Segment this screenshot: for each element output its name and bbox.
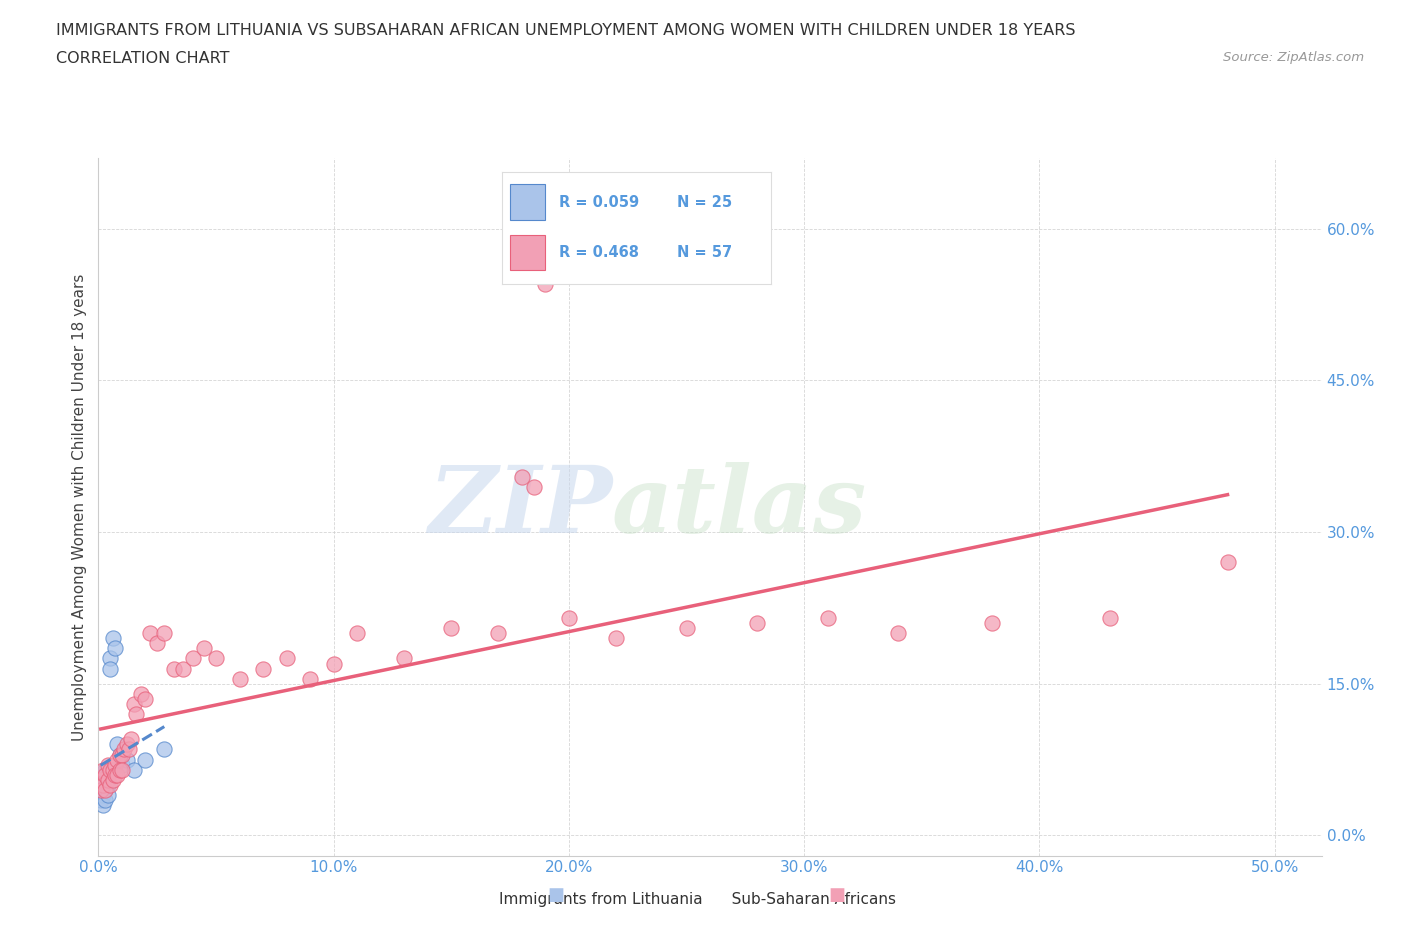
Point bbox=[510, 469, 533, 484]
Point bbox=[486, 626, 509, 641]
Point bbox=[981, 616, 1004, 631]
Point bbox=[1216, 555, 1239, 570]
Point bbox=[108, 747, 131, 762]
Point bbox=[146, 636, 169, 651]
Point bbox=[122, 763, 145, 777]
Point bbox=[181, 651, 204, 666]
Text: atlas: atlas bbox=[612, 462, 868, 551]
Point bbox=[534, 277, 557, 292]
Point bbox=[887, 626, 910, 641]
Text: Sub-Saharan Africans: Sub-Saharan Africans bbox=[717, 892, 896, 907]
Point bbox=[153, 626, 176, 641]
Point bbox=[108, 763, 131, 777]
Point bbox=[91, 763, 114, 777]
Point bbox=[94, 782, 117, 797]
Point bbox=[817, 611, 839, 626]
Point bbox=[112, 742, 135, 757]
Point bbox=[104, 757, 127, 772]
Point bbox=[523, 479, 546, 494]
Point bbox=[111, 763, 134, 777]
Point bbox=[193, 641, 215, 656]
Point bbox=[299, 671, 322, 686]
Point bbox=[558, 611, 581, 626]
Point bbox=[98, 651, 121, 666]
Point bbox=[440, 620, 463, 635]
Point bbox=[97, 772, 120, 787]
Point bbox=[101, 763, 124, 777]
Point bbox=[115, 752, 138, 767]
Point bbox=[205, 651, 228, 666]
Point bbox=[105, 767, 128, 782]
Point bbox=[104, 767, 127, 782]
Point bbox=[118, 742, 141, 757]
Point bbox=[97, 757, 120, 772]
Point bbox=[90, 792, 112, 807]
Point bbox=[115, 737, 138, 751]
Point bbox=[392, 651, 416, 666]
Point bbox=[252, 661, 274, 676]
Point bbox=[111, 757, 134, 772]
Text: Immigrants from Lithuania: Immigrants from Lithuania bbox=[499, 892, 703, 907]
Point bbox=[91, 777, 114, 792]
Point bbox=[90, 772, 112, 787]
Text: ZIP: ZIP bbox=[427, 462, 612, 551]
Point bbox=[129, 686, 152, 701]
Text: CORRELATION CHART: CORRELATION CHART bbox=[56, 51, 229, 66]
Text: IMMIGRANTS FROM LITHUANIA VS SUBSAHARAN AFRICAN UNEMPLOYMENT AMONG WOMEN WITH CH: IMMIGRANTS FROM LITHUANIA VS SUBSAHARAN … bbox=[56, 23, 1076, 38]
Point bbox=[163, 661, 186, 676]
Point bbox=[111, 747, 134, 762]
Point bbox=[122, 697, 145, 711]
Point bbox=[98, 661, 121, 676]
Point bbox=[91, 777, 114, 792]
Point bbox=[94, 767, 117, 782]
Point bbox=[91, 767, 114, 782]
Point bbox=[90, 782, 112, 797]
Point bbox=[605, 631, 627, 645]
Point bbox=[98, 763, 121, 777]
Point bbox=[228, 671, 250, 686]
Point bbox=[97, 767, 120, 782]
Point bbox=[134, 752, 156, 767]
Text: Source: ZipAtlas.com: Source: ZipAtlas.com bbox=[1223, 51, 1364, 64]
Point bbox=[98, 777, 121, 792]
Point bbox=[101, 631, 124, 645]
Point bbox=[105, 737, 128, 751]
Point bbox=[120, 732, 142, 747]
Point bbox=[91, 798, 114, 813]
Point bbox=[346, 626, 368, 641]
Point bbox=[172, 661, 194, 676]
Point bbox=[94, 782, 117, 797]
Point bbox=[276, 651, 298, 666]
Point bbox=[90, 772, 112, 787]
Point bbox=[94, 763, 117, 777]
Point bbox=[91, 788, 114, 803]
Point bbox=[139, 626, 162, 641]
Point bbox=[108, 747, 131, 762]
Text: ■: ■ bbox=[547, 886, 564, 904]
Point bbox=[101, 772, 124, 787]
Y-axis label: Unemployment Among Women with Children Under 18 years: Unemployment Among Women with Children U… bbox=[72, 273, 87, 740]
Point bbox=[94, 772, 117, 787]
Point bbox=[1098, 611, 1121, 626]
Point bbox=[745, 616, 768, 631]
Point bbox=[97, 777, 120, 792]
Point bbox=[125, 707, 148, 722]
Point bbox=[90, 782, 112, 797]
Point bbox=[105, 752, 128, 767]
Point bbox=[153, 742, 176, 757]
Text: ■: ■ bbox=[828, 886, 845, 904]
Point bbox=[675, 620, 697, 635]
Point bbox=[134, 692, 156, 707]
Point bbox=[97, 788, 120, 803]
Point bbox=[322, 656, 344, 671]
Point bbox=[104, 641, 127, 656]
Point bbox=[94, 792, 117, 807]
